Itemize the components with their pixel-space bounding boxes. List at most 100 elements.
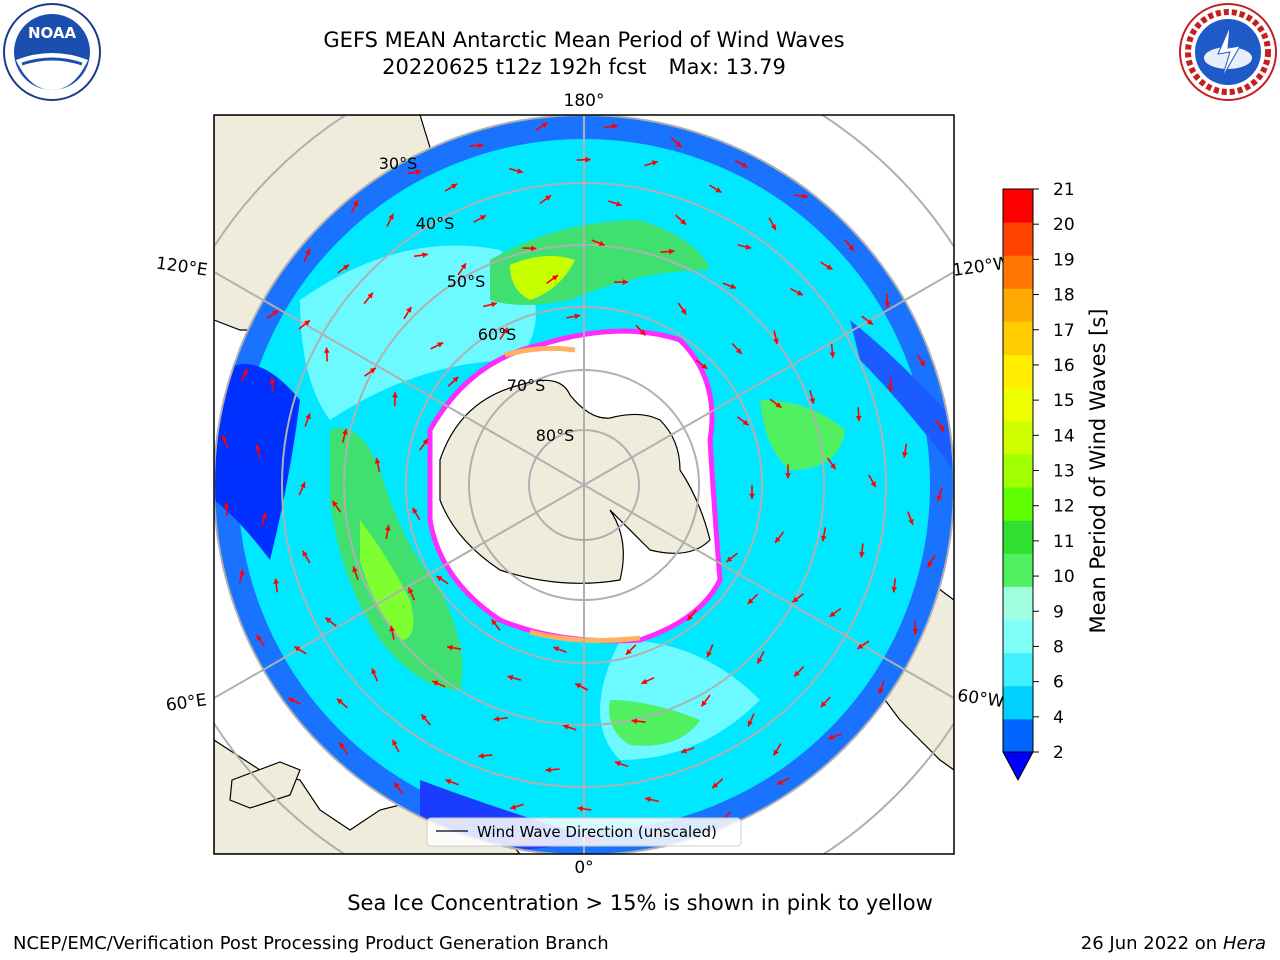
wave-direction-arrowhead bbox=[302, 550, 308, 557]
noaa-logo: NOAA bbox=[2, 2, 102, 102]
map-legend: Wind Wave Direction (unscaled) bbox=[426, 817, 742, 847]
wave-direction-arrowhead bbox=[574, 313, 581, 320]
wave-direction-arrowhead bbox=[437, 342, 444, 348]
wave-direction-arrowhead bbox=[445, 779, 452, 785]
wave-direction-arrowhead bbox=[742, 419, 749, 426]
wave-direction-arrowhead bbox=[773, 338, 779, 345]
wave-direction-arrowhead bbox=[829, 611, 836, 617]
colorbar-tick-label: 15 bbox=[1053, 391, 1075, 411]
wave-direction-arrowhead bbox=[802, 193, 808, 199]
wave-direction-arrowhead bbox=[585, 156, 591, 163]
colorbar-tick-label: 20 bbox=[1053, 215, 1075, 235]
colorbar-swatch bbox=[1003, 685, 1033, 720]
wave-direction-arrowhead bbox=[256, 635, 263, 641]
colorbar-swatch bbox=[1003, 487, 1033, 521]
wave-direction-arrowhead bbox=[545, 195, 552, 201]
wave-direction-arrowhead bbox=[615, 761, 621, 767]
wave-direction-arrowhead bbox=[451, 183, 458, 189]
wave-direction-arrowhead bbox=[272, 310, 279, 316]
lon-label-120e: 120°E bbox=[155, 254, 209, 281]
colorbar-tick-label: 18 bbox=[1053, 286, 1075, 306]
colorbar-swatch bbox=[1003, 718, 1033, 753]
wave-direction-arrowhead bbox=[294, 646, 301, 652]
colorbar-tick-label: 9 bbox=[1053, 602, 1064, 622]
wave-direction-arrowhead bbox=[447, 644, 453, 651]
max-label: Max: 13.79 bbox=[668, 55, 786, 79]
wave-direction-arrowhead bbox=[848, 244, 854, 251]
wave-direction-arrowhead bbox=[741, 162, 748, 168]
wave-direction-arrowhead bbox=[305, 413, 311, 420]
lime-core-west bbox=[360, 520, 414, 640]
wave-direction-arrowhead bbox=[412, 507, 418, 514]
colorbar-tick-label: 11 bbox=[1053, 532, 1075, 552]
wave-direction-arrowhead bbox=[408, 587, 414, 594]
wave-direction-arrowhead bbox=[491, 619, 497, 626]
wave-direction-arrowhead bbox=[612, 123, 618, 130]
wave-direction-arrowhead bbox=[828, 734, 834, 740]
lon-label-180: 180° bbox=[564, 91, 605, 111]
wave-direction-arrowhead bbox=[510, 804, 517, 810]
wave-direction-arrowhead bbox=[436, 575, 443, 582]
wave-direction-arrowhead bbox=[242, 368, 248, 375]
lon-label-0: 0° bbox=[574, 858, 593, 878]
wave-direction-arrowhead bbox=[369, 368, 376, 374]
wave-direction-arrowhead bbox=[452, 376, 459, 383]
green-patch-east bbox=[760, 400, 845, 470]
wave-direction-arrowhead bbox=[681, 748, 687, 754]
wave-direction-arrowhead bbox=[829, 352, 836, 358]
wave-direction-arrowhead bbox=[502, 327, 508, 334]
date-text: 26 Jun 2022 on bbox=[1080, 933, 1218, 954]
deep-blue-east bbox=[850, 320, 954, 470]
colorbar-swatch bbox=[1003, 520, 1033, 554]
wave-direction-arrowhead bbox=[749, 493, 755, 499]
wave-direction-arrowhead bbox=[820, 535, 827, 542]
wave-direction-arrowhead bbox=[531, 245, 537, 252]
wave-direction-arrowhead bbox=[478, 142, 484, 149]
wave-direction-arrowhead bbox=[826, 264, 833, 270]
colorbar-tick-label: 2 bbox=[1053, 743, 1064, 763]
wave-direction-arrowhead bbox=[491, 301, 497, 308]
wave-direction-arrowhead bbox=[870, 481, 876, 488]
graticule bbox=[214, 115, 954, 854]
wave-direction-arrowhead bbox=[936, 495, 943, 502]
yellow-core-north bbox=[510, 256, 575, 300]
colorbar-swatch bbox=[1003, 586, 1033, 621]
credit-line: NCEP/EMC/Verification Post Processing Pr… bbox=[13, 933, 609, 954]
colorbar-tick-label: 13 bbox=[1053, 462, 1075, 482]
wave-direction-arrowhead bbox=[645, 796, 651, 803]
colorbar-tick-label: 17 bbox=[1053, 321, 1075, 341]
wave-direction-arrowhead bbox=[712, 782, 719, 789]
wave-direction-arrowhead bbox=[792, 596, 799, 603]
wave-direction-arrowhead bbox=[887, 386, 894, 392]
wave-direction-arrowhead bbox=[304, 320, 310, 326]
lon-label-60w: 60°W bbox=[956, 686, 1005, 712]
wave-direction-arrowhead bbox=[639, 329, 646, 336]
wave-direction-arrowhead bbox=[238, 569, 245, 576]
colorbar-swatch bbox=[1003, 553, 1033, 587]
wave-direction-arrowhead bbox=[706, 651, 712, 658]
wave-direction-arrowhead bbox=[406, 306, 412, 313]
colorbar-swatch bbox=[1003, 189, 1033, 223]
wave-direction-arrowhead bbox=[541, 122, 548, 128]
wave-direction-arrowhead bbox=[422, 438, 428, 445]
wave-direction-arrowhead bbox=[577, 805, 583, 812]
wave-direction-arrowhead bbox=[261, 512, 267, 519]
wave-direction-arrowhead bbox=[323, 347, 330, 353]
wave-direction-arrowhead bbox=[701, 700, 707, 707]
wave-direction-arrowhead bbox=[794, 670, 800, 677]
wave-direction-arrowhead bbox=[385, 525, 391, 531]
wave-direction-arrowhead bbox=[775, 402, 782, 408]
colorbar-swatch bbox=[1003, 321, 1033, 356]
land-antarctica bbox=[439, 379, 711, 584]
colorbar: 21 20 19 18 17 16 15 14 13 12 11 10 9 8 6 4 2 bbox=[1002, 180, 1075, 782]
wave-direction-arrowhead bbox=[687, 614, 693, 621]
colorbar-tick-label: 19 bbox=[1053, 250, 1075, 270]
lat-label-70s: 70°S bbox=[507, 376, 546, 395]
land-madagascar bbox=[229, 761, 301, 809]
wave-direction-arrowhead bbox=[641, 678, 648, 684]
wave-direction-arrowhead bbox=[796, 290, 803, 296]
wave-direction-arrowhead bbox=[878, 688, 884, 695]
wave-direction-arrowhead bbox=[625, 648, 632, 655]
wave-direction-arrowhead bbox=[730, 283, 736, 289]
wave-direction-arrowhead bbox=[332, 500, 338, 507]
